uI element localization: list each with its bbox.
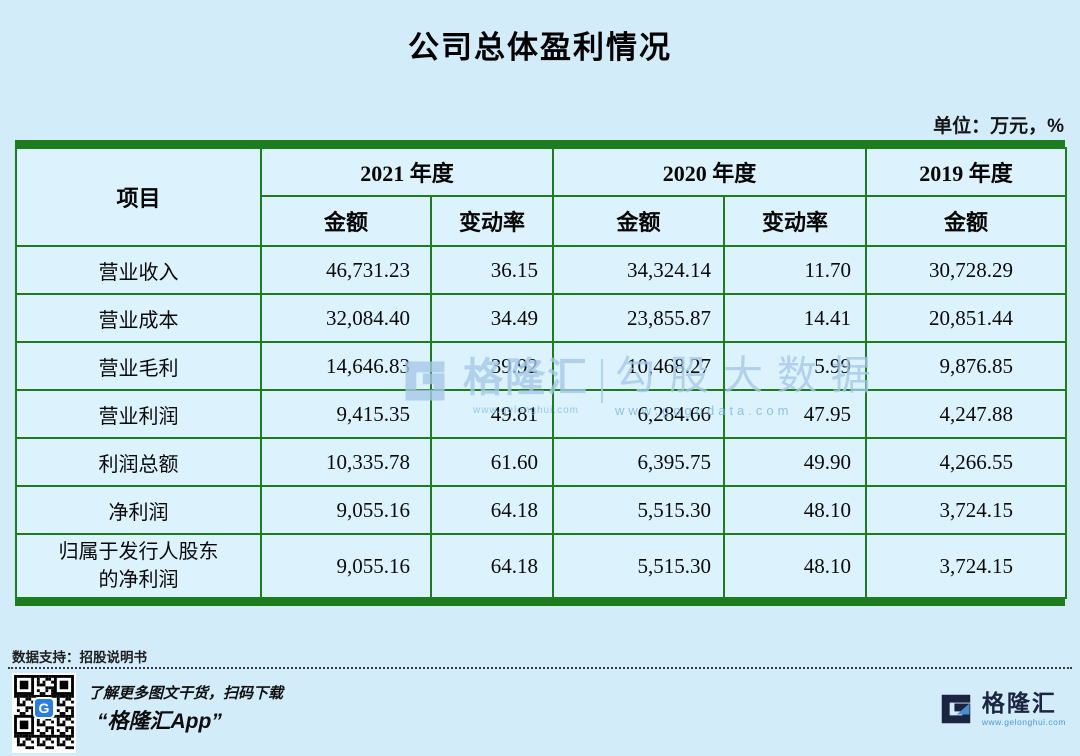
cell-2019-amount: 30,728.29 (865, 245, 1068, 295)
footer-logo-name: 格隆汇 (981, 689, 1057, 716)
header-2021-change: 变动率 (429, 195, 555, 247)
qr-caption-line2: “格隆汇App” (97, 710, 222, 733)
cell-2020-amount: 23,855.87 (552, 293, 726, 343)
cell-2019-amount: 20,851.44 (865, 293, 1068, 343)
qr-code: G (12, 673, 76, 753)
cell-2020-change: 48.10 (723, 485, 868, 535)
row-label: 营业毛利 (15, 341, 262, 391)
cell-2020-change: 48.10 (723, 533, 868, 599)
header-2020-change: 变动率 (723, 195, 868, 247)
cell-2019-amount: 9,876.85 (865, 341, 1068, 391)
cell-2021-change: 49.81 (429, 389, 555, 439)
footer-divider (8, 667, 1072, 669)
cell-2021-amount: 46,731.23 (260, 245, 432, 295)
row-label: 营业成本 (15, 293, 262, 343)
cell-2020-amount: 6,284.66 (552, 389, 726, 439)
header-year-2021: 2021 年度 (259, 147, 555, 197)
cell-2021-change: 39.92 (429, 341, 555, 391)
cell-2020-change: 49.90 (723, 437, 868, 487)
cell-2021-change: 64.18 (429, 533, 555, 599)
cell-2020-change: 11.70 (723, 245, 868, 295)
cell-2021-amount: 32,084.40 (260, 293, 432, 343)
cell-2021-change: 61.60 (429, 437, 555, 487)
table-row-net-profit: 净利润 9,055.16 64.18 5,515.30 48.10 3,724.… (15, 485, 1068, 535)
data-source-label: 数据支持：招股说明书 (12, 650, 147, 665)
cell-2019-amount: 3,724.15 (865, 485, 1068, 535)
qr-caption-line1: 了解更多图文干货，扫码下载 (88, 685, 284, 702)
table-row-operating-profit: 营业利润 9,415.35 49.81 6,284.66 47.95 4,247… (15, 389, 1068, 439)
table-row-cost: 营业成本 32,084.40 34.49 23,855.87 14.41 20,… (15, 293, 1068, 343)
cell-2021-change: 36.15 (429, 245, 555, 295)
table-row-attributable-net-profit: 归属于发行人股东的净利润 9,055.16 64.18 5,515.30 48.… (15, 533, 1068, 599)
row-label: 营业收入 (15, 245, 262, 295)
gelonghui-g-icon (941, 694, 971, 724)
cell-2021-change: 34.49 (429, 293, 555, 343)
page-title: 公司总体盈利情况 (408, 30, 672, 65)
header-2021-amount: 金额 (260, 195, 432, 247)
cell-2020-change: 5.99 (723, 341, 868, 391)
row-label: 营业利润 (15, 389, 262, 439)
header-2019-amount: 金额 (865, 195, 1068, 247)
cell-2021-amount: 14,646.83 (260, 341, 432, 391)
table-row-gross-profit: 营业毛利 14,646.83 39.92 10,468.27 5.99 9,87… (15, 341, 1068, 391)
row-label: 净利润 (15, 485, 262, 535)
cell-2020-amount: 34,324.14 (552, 245, 726, 295)
header-row-years: 项目 2021 年度 2020 年度 2019 年度 (15, 147, 1068, 247)
table-row-total-profit: 利润总额 10,335.78 61.60 6,395.75 49.90 4,26… (15, 437, 1068, 487)
header-2020-amount: 金额 (552, 195, 726, 247)
cell-2020-change: 47.95 (723, 389, 868, 439)
cell-2020-amount: 6,395.75 (552, 437, 726, 487)
row-label: 归属于发行人股东的净利润 (15, 533, 262, 599)
header-item: 项目 (15, 147, 262, 247)
header-year-2020: 2020 年度 (552, 147, 868, 197)
footer-logo-text-block: 格隆汇 www.gelonghui.com (981, 689, 1066, 727)
header-year-2019: 2019 年度 (865, 147, 1068, 197)
cell-2019-amount: 3,724.15 (865, 533, 1068, 599)
cell-2021-change: 64.18 (429, 485, 555, 535)
cell-2021-amount: 9,055.16 (260, 533, 432, 599)
table-row-revenue: 营业收入 46,731.23 36.15 34,324.14 11.70 30,… (15, 245, 1068, 295)
gelonghui-footer-logo: 格隆汇 www.gelonghui.com (937, 690, 1066, 728)
row-label: 利润总额 (15, 437, 262, 487)
qr-center-logo: G (33, 697, 55, 719)
profit-table-container: 项目 2021 年度 2020 年度 2019 年度 金额 变动率 金额 变动率… (15, 140, 1068, 606)
cell-2021-amount: 10,335.78 (260, 437, 432, 487)
cell-2021-amount: 9,415.35 (260, 389, 432, 439)
cell-2021-amount: 9,055.16 (260, 485, 432, 535)
cell-2020-change: 14.41 (723, 293, 868, 343)
header-row-measures: 金额 变动率 金额 变动率 金额 (16, 195, 1068, 247)
footer-logo-url: www.gelonghui.com (981, 716, 1066, 727)
cell-2020-amount: 5,515.30 (552, 533, 726, 599)
cell-2019-amount: 4,266.55 (865, 437, 1068, 487)
cell-2019-amount: 4,247.88 (865, 389, 1068, 439)
row-label-text: 归属于发行人股东的净利润 (58, 541, 219, 591)
unit-label: 单位：万元，% (933, 116, 1064, 137)
profit-table: 项目 2021 年度 2020 年度 2019 年度 金额 变动率 金额 变动率… (15, 147, 1068, 599)
cell-2020-amount: 5,515.30 (552, 485, 726, 535)
cell-2020-amount: 10,468.27 (552, 341, 726, 391)
